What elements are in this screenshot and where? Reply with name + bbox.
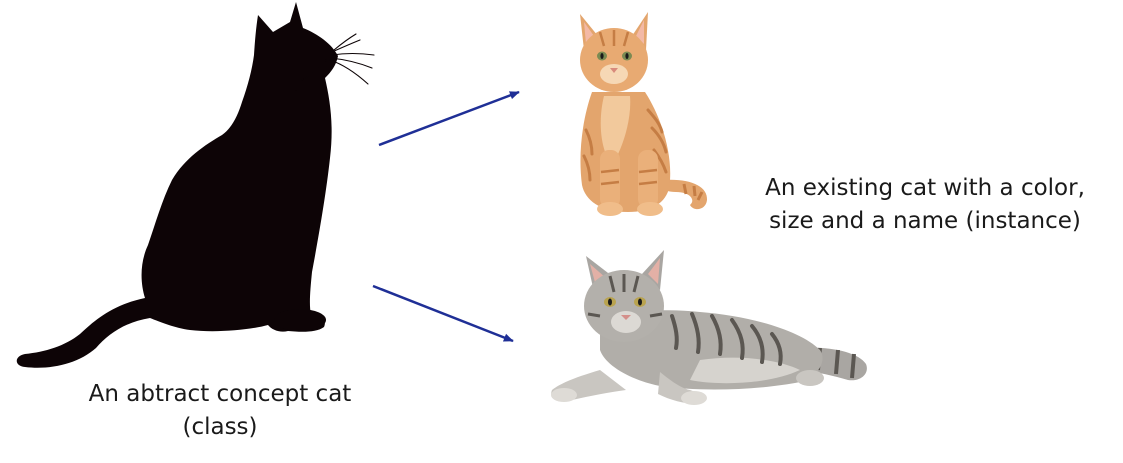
silhouette-whiskers [295, 33, 375, 91]
arrow-to-orange-kitten [378, 90, 520, 147]
class-caption-line2: (class) [182, 414, 258, 440]
class-caption-line1: An abtract concept cat [88, 381, 352, 407]
grey-tabby-cat [551, 250, 867, 405]
arrow-to-grey-cat [372, 284, 514, 343]
instance-caption: An existing cat with a color, size and a… [740, 172, 1110, 238]
orange-tabby-kitten [580, 12, 708, 216]
instance-caption-line1: An existing cat with a color, [765, 175, 1085, 201]
instance-caption-line2: size and a name (instance) [769, 208, 1081, 234]
black-cat-silhouette [16, 2, 338, 368]
class-caption: An abtract concept cat (class) [60, 378, 380, 444]
